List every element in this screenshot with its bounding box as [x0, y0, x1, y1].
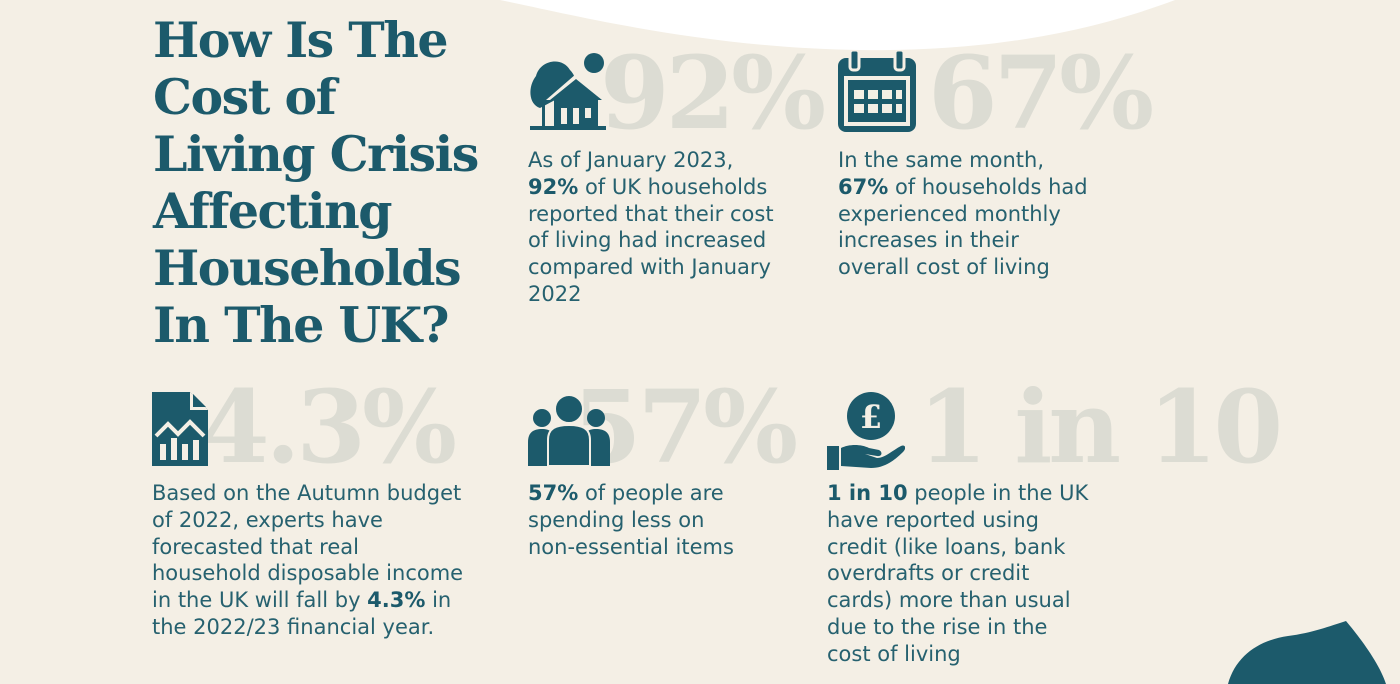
desc-bold: 67%: [838, 174, 889, 199]
desc-line: As of January 2023,: [528, 148, 734, 172]
desc-line: experienced monthly: [838, 201, 1061, 226]
desc-bold: 92%: [528, 174, 579, 199]
stat-4-3-big-number: 4.3%: [200, 368, 457, 486]
desc-line: of living had increased: [528, 228, 767, 253]
hand-pound-coin-icon: £: [827, 392, 905, 472]
people-group-icon: [528, 396, 610, 468]
desc-line: credit (like loans, bank: [827, 534, 1066, 559]
desc-line: overdrafts or credit: [827, 561, 1030, 586]
desc-line: Based on the Autumn budget: [152, 481, 462, 505]
house-with-trees-icon: [528, 52, 608, 132]
desc-line: of people are: [578, 481, 724, 505]
desc-line: in: [425, 588, 452, 613]
stat-67-description: In the same month, 67% of households had…: [838, 147, 1088, 281]
stat-92-description: As of January 2023, 92% of UK households…: [528, 147, 774, 308]
desc-line: increases in their: [838, 228, 1019, 253]
stat-1-in-10-big-number: 1 in 10: [918, 368, 1283, 486]
desc-line: household disposable income: [152, 561, 464, 586]
desc-line: of 2022, experts have: [152, 507, 383, 532]
desc-line: 2022: [528, 281, 582, 306]
desc-line: in the UK will fall by: [152, 588, 368, 613]
stat-57-description: 57% of people are spending less on non-e…: [528, 480, 734, 560]
bottom-corner-blob: [1228, 621, 1386, 684]
page-title: How Is The Cost of Living Crisis Affecti…: [153, 11, 479, 354]
stat-92-big-number: 92%: [600, 34, 826, 152]
desc-line: people in the UK: [907, 481, 1089, 505]
desc-line: spending less on: [528, 507, 705, 532]
svg-text:£: £: [860, 398, 882, 436]
desc-line: compared with January: [528, 255, 771, 280]
document-chart-icon: [152, 392, 208, 466]
top-white-wave: [500, 0, 1175, 51]
desc-bold: 1 in 10: [827, 481, 908, 505]
desc-line: overall cost of living: [838, 255, 1050, 280]
desc-line: due to the rise in the: [827, 614, 1048, 639]
stat-4-3-description: Based on the Autumn budget of 2022, expe…: [152, 480, 463, 641]
desc-line: of UK households: [578, 174, 768, 199]
desc-line: forecasted that real: [152, 534, 359, 559]
desc-line: the 2022/23 financial year.: [152, 614, 435, 639]
desc-line: non-essential items: [528, 534, 734, 559]
desc-line: In the same month,: [838, 148, 1045, 172]
desc-line: cards) more than usual: [827, 588, 1071, 613]
desc-line: cost of living: [827, 641, 961, 666]
stat-1-in-10-description: 1 in 10 people in the UK have reported u…: [827, 480, 1088, 668]
desc-bold: 57%: [528, 481, 579, 505]
calendar-icon: [838, 50, 916, 132]
desc-line: of households had: [888, 174, 1088, 199]
stat-67-big-number: 67%: [928, 34, 1154, 152]
desc-line: have reported using: [827, 507, 1039, 532]
desc-bold: 4.3%: [367, 588, 426, 613]
desc-line: reported that their cost: [528, 201, 774, 226]
